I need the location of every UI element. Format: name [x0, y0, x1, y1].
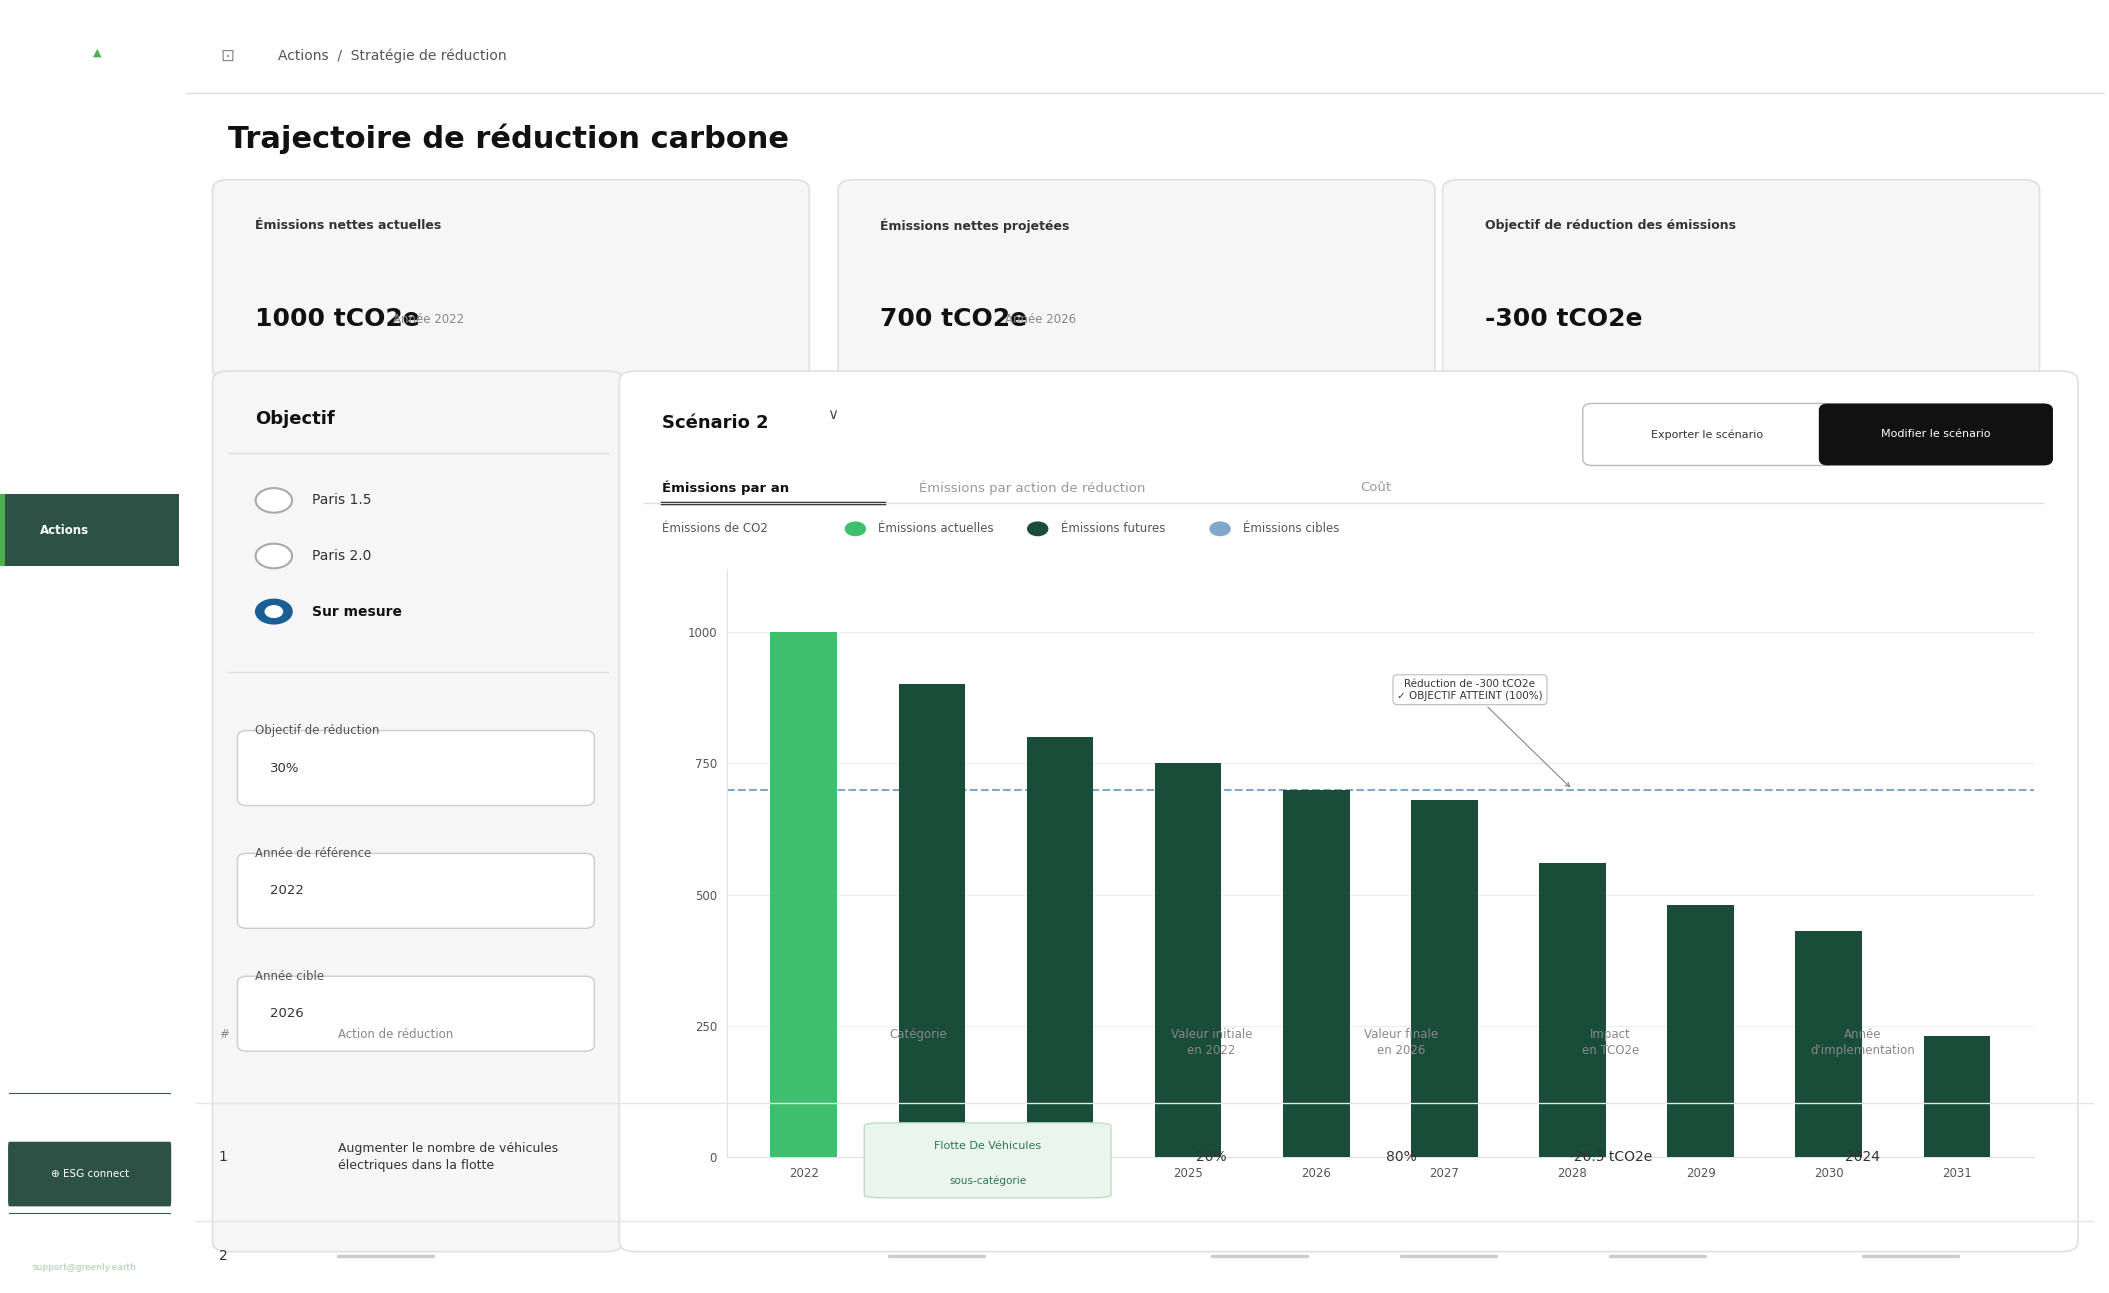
Bar [1923, 1037, 1991, 1157]
FancyBboxPatch shape [238, 731, 595, 806]
Text: Émissions cibles: Émissions cibles [1242, 522, 1339, 535]
Text: ⊡: ⊡ [219, 47, 234, 65]
Text: Analyses: Analyses [40, 381, 93, 394]
FancyBboxPatch shape [238, 853, 595, 928]
Text: Émissions par an: Émissions par an [662, 480, 789, 495]
Text: support@greenly.earth: support@greenly.earth [32, 1263, 137, 1271]
Text: ⊕ ESG connect: ⊕ ESG connect [51, 1169, 129, 1179]
Text: Année 2026: Année 2026 [1004, 313, 1076, 326]
Circle shape [255, 487, 293, 512]
Text: #: # [219, 1028, 228, 1041]
Text: Émissions futures: Émissions futures [1061, 522, 1164, 535]
Text: Impact
en TCO2e: Impact en TCO2e [1582, 1028, 1639, 1056]
Text: Exporter le scénario: Exporter le scénario [1651, 429, 1763, 440]
Text: Objectif de réduction des émissions: Objectif de réduction des émissions [1485, 219, 1736, 231]
Text: Aide: Aide [76, 1124, 103, 1137]
Text: Fournisseurs: Fournisseurs [40, 453, 114, 465]
Text: Réduction de -300 tCO2e
✓ OBJECTIF ATTEINT (100%): Réduction de -300 tCO2e ✓ OBJECTIF ATTEI… [1396, 679, 1569, 786]
Circle shape [846, 522, 865, 535]
Text: Paris 1.5: Paris 1.5 [312, 494, 371, 507]
Text: Coût: Coût [1360, 481, 1392, 494]
Text: Trajectoire de réduction carbone: Trajectoire de réduction carbone [228, 123, 789, 154]
Text: 2: 2 [219, 1249, 228, 1262]
FancyBboxPatch shape [0, 494, 179, 566]
Text: Paris 2.0: Paris 2.0 [312, 550, 371, 562]
FancyBboxPatch shape [213, 371, 622, 1252]
Bar [1282, 790, 1350, 1157]
Text: Année 2022: Année 2022 [392, 313, 464, 326]
Text: Export: Export [40, 666, 78, 679]
Text: 20%: 20% [1196, 1151, 1227, 1165]
Text: John Doe: John Doe [32, 1234, 82, 1244]
Text: Actions: Actions [40, 524, 89, 537]
Text: 2022: 2022 [270, 884, 304, 897]
Text: ▲: ▲ [93, 48, 101, 58]
Text: Émissions par action de réduction: Émissions par action de réduction [920, 480, 1145, 495]
Text: 80%: 80% [1386, 1151, 1417, 1165]
Text: 1000 tCO2e: 1000 tCO2e [255, 308, 420, 331]
Bar [770, 632, 837, 1157]
Text: Émissions nettes actuelles: Émissions nettes actuelles [255, 219, 441, 231]
FancyBboxPatch shape [865, 1122, 1111, 1197]
Text: Valeur finale
en 2026: Valeur finale en 2026 [1365, 1028, 1438, 1056]
Text: Catégorie: Catégorie [890, 1028, 947, 1041]
Text: sous-catégorie: sous-catégorie [949, 1175, 1027, 1186]
Bar [1795, 931, 1862, 1157]
Bar [1540, 864, 1605, 1157]
Text: 1: 1 [219, 1151, 228, 1165]
Text: Modifier le scénario: Modifier le scénario [1881, 429, 1991, 440]
Text: Tableau de bord: Tableau de bord [40, 207, 135, 220]
Text: Actions  /  Stratégie de réduction: Actions / Stratégie de réduction [278, 48, 506, 63]
Text: Valeur initiale
en 2022: Valeur initiale en 2022 [1170, 1028, 1253, 1056]
Text: Flotte De Véhicules: Flotte De Véhicules [934, 1140, 1042, 1151]
FancyBboxPatch shape [620, 371, 2077, 1252]
Circle shape [255, 543, 293, 568]
FancyBboxPatch shape [837, 180, 1434, 379]
FancyBboxPatch shape [1443, 180, 2039, 379]
Text: Objectif: Objectif [255, 410, 335, 428]
Text: gr: gr [32, 58, 80, 96]
FancyBboxPatch shape [1582, 403, 1833, 465]
Text: 30%: 30% [270, 762, 299, 775]
Bar [1411, 800, 1478, 1157]
Text: Objectif de réduction: Objectif de réduction [255, 724, 380, 737]
Text: Émissions actuelles: Émissions actuelles [879, 522, 993, 535]
Circle shape [1211, 522, 1230, 535]
Text: -20.5 tCO2e: -20.5 tCO2e [1569, 1151, 1651, 1165]
Text: ∨: ∨ [827, 407, 837, 423]
Text: 700 tCO2e: 700 tCO2e [879, 308, 1027, 331]
Text: -300 tCO2e: -300 tCO2e [1485, 308, 1643, 331]
Bar [1668, 905, 1734, 1157]
Text: Augmenter le nombre de véhicules
électriques dans la flotte: Augmenter le nombre de véhicules électri… [337, 1143, 559, 1173]
Text: Données: Données [40, 310, 91, 323]
Bar [1027, 737, 1092, 1157]
Text: Année
d'implementation: Année d'implementation [1810, 1028, 1915, 1056]
Text: Climate App Store: Climate App Store [40, 737, 148, 750]
Text: Sur mesure: Sur mesure [312, 605, 403, 618]
Text: Année cible: Année cible [255, 970, 325, 983]
Text: Scénario 2: Scénario 2 [662, 414, 768, 432]
Text: 2024: 2024 [1845, 1151, 1879, 1165]
Text: Émissions nettes projetées: Émissions nettes projetées [879, 219, 1069, 233]
Text: Action de réduction: Action de réduction [337, 1028, 453, 1041]
Circle shape [255, 599, 293, 623]
Circle shape [1027, 522, 1048, 535]
Bar [898, 684, 966, 1157]
Text: Émissions de CO2: Émissions de CO2 [662, 522, 768, 535]
FancyBboxPatch shape [1818, 403, 2052, 465]
FancyBboxPatch shape [0, 494, 6, 566]
FancyBboxPatch shape [238, 976, 595, 1051]
FancyBboxPatch shape [8, 1142, 171, 1206]
FancyBboxPatch shape [213, 180, 810, 379]
Text: Année de référence: Année de référence [255, 847, 371, 860]
Text: 2026: 2026 [270, 1007, 304, 1020]
Text: Compliance: Compliance [40, 595, 110, 608]
Circle shape [266, 605, 283, 617]
Bar [1156, 763, 1221, 1157]
Text: Paramètres: Paramètres [40, 808, 108, 821]
